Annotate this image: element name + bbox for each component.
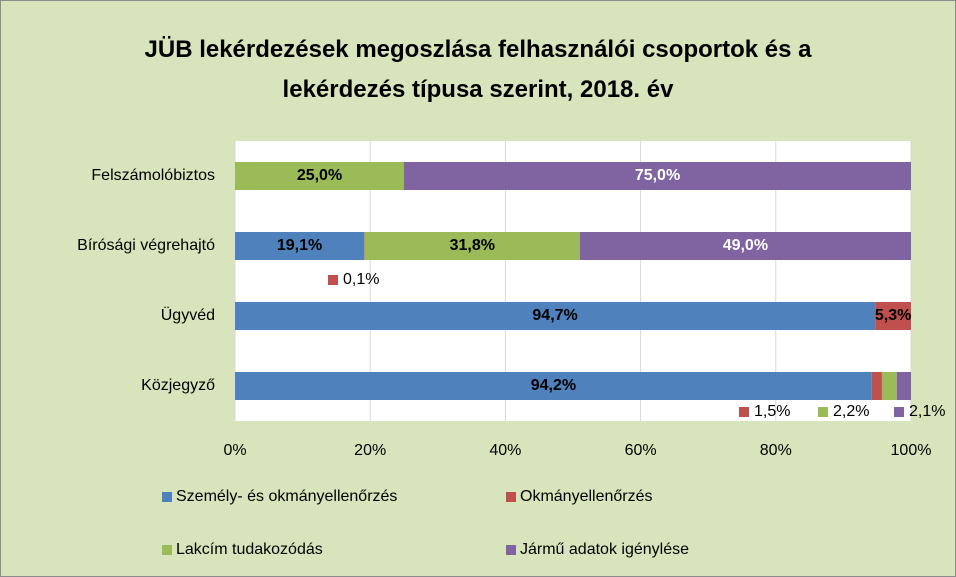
x-tick-label: 40% xyxy=(489,442,521,459)
legend-marker xyxy=(162,492,172,502)
bar-segment xyxy=(235,372,872,400)
legend-marker xyxy=(506,492,516,502)
bar-segment xyxy=(404,162,911,190)
label-marker xyxy=(328,275,338,285)
x-tick-label: 60% xyxy=(625,442,657,459)
legend-marker xyxy=(506,545,516,555)
y-tick-label: Ügyvéd xyxy=(161,306,215,324)
y-tick-label: Felszámolóbiztos xyxy=(91,167,215,184)
label-marker xyxy=(894,407,904,417)
data-label: 0,1% xyxy=(343,271,379,288)
bar-segment xyxy=(364,232,365,260)
legend-label: Jármű adatok igénylése xyxy=(520,541,689,558)
data-label: 94,7% xyxy=(532,307,577,324)
data-label: 31,8% xyxy=(450,237,495,254)
bar-segment xyxy=(235,162,404,190)
bar-segment xyxy=(235,302,876,330)
data-label: 19,1% xyxy=(277,237,322,254)
data-label: 25,0% xyxy=(297,167,342,184)
bar-segment xyxy=(579,232,911,260)
label-marker xyxy=(818,407,828,417)
legend-label: Lakcím tudakozódás xyxy=(176,541,323,558)
data-label: 2,1% xyxy=(909,403,945,420)
bar-segment xyxy=(875,302,911,330)
data-label: 75,0% xyxy=(635,167,680,184)
data-label: 94,2% xyxy=(531,377,576,394)
bar-segment xyxy=(871,372,882,400)
bar-segment xyxy=(364,232,580,260)
y-tick-label: Közjegyző xyxy=(141,377,215,394)
data-label: 1,5% xyxy=(754,403,790,420)
data-label: 5,3% xyxy=(875,307,911,324)
x-tick-label: 20% xyxy=(354,442,386,459)
x-tick-label: 100% xyxy=(891,442,932,459)
bar-segment xyxy=(896,372,911,400)
legend-label: Személy- és okmányellenőrzés xyxy=(176,488,397,505)
legend-label: Okmányellenőrzés xyxy=(520,488,653,505)
data-label: 49,0% xyxy=(723,237,768,254)
legend-marker xyxy=(162,545,172,555)
x-tick-label: 80% xyxy=(760,442,792,459)
bar-segment xyxy=(881,372,897,400)
data-label: 2,2% xyxy=(833,403,869,420)
x-tick-label: 0% xyxy=(223,442,246,459)
bar-segment xyxy=(235,232,365,260)
chart-title: JÜB lekérdezések megoszlása felhasználói… xyxy=(144,36,812,103)
label-marker xyxy=(739,407,749,417)
y-tick-label: Bírósági végrehajtó xyxy=(77,237,215,254)
